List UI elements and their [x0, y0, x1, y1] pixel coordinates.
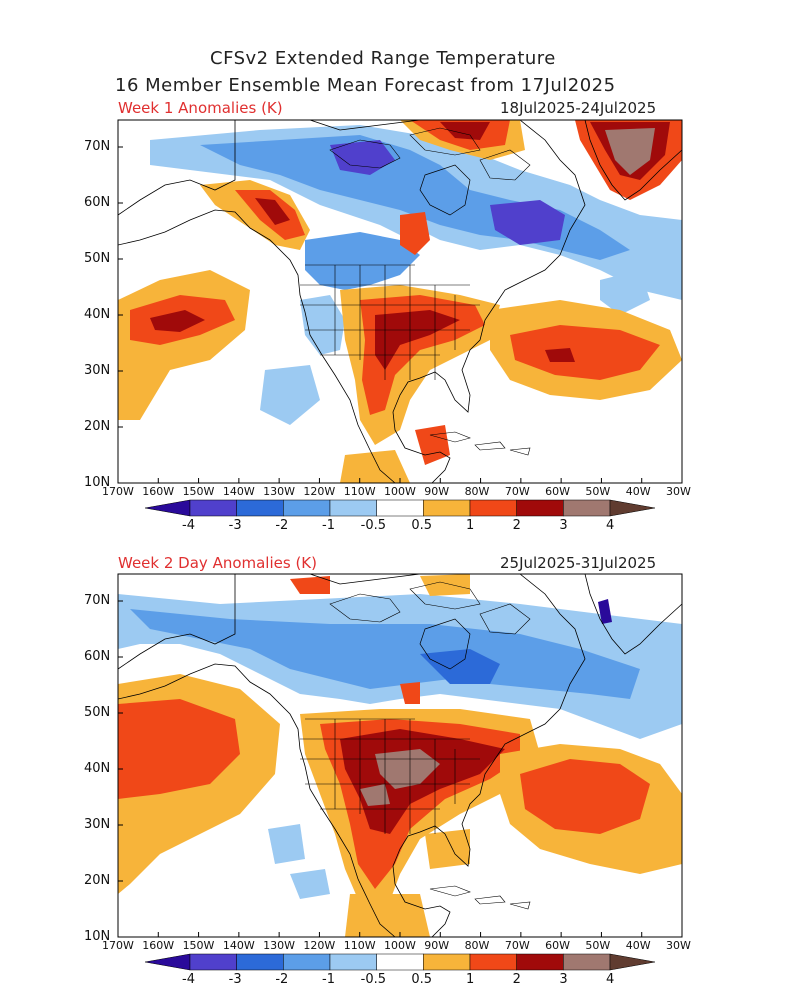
- lon-tick-label: 170W: [102, 485, 134, 498]
- colorbar-cell: [423, 953, 471, 971]
- lon-tick-label: 90W: [424, 485, 450, 498]
- colorbar-cell: [236, 953, 284, 971]
- lat-tick-label: 70N: [84, 139, 111, 154]
- colorbar-label: 0.5: [411, 518, 433, 533]
- colorbar-label: 4: [606, 518, 615, 533]
- lon-tick-label: 100W: [384, 485, 416, 498]
- panel2-dates: 25Jul2025-31Jul2025: [500, 554, 657, 572]
- lon-tick-label: 130W: [263, 939, 296, 952]
- lon-tick-label: 30W: [666, 939, 691, 952]
- lon-tick-label: 120W: [303, 485, 336, 498]
- lat-tick-label: 30N: [84, 817, 111, 832]
- colorbar-cell: [469, 953, 517, 971]
- lon-tick-label: 160W: [142, 485, 175, 498]
- lon-tick-label: 50W: [585, 939, 611, 952]
- lon-tick-label: 110W: [343, 485, 376, 498]
- lon-tick-label: 80W: [464, 939, 490, 952]
- colorbar-cell: [329, 953, 377, 971]
- lon-tick-label: 150W: [182, 939, 215, 952]
- lat-tick-label: 60N: [84, 649, 111, 664]
- lon-tick-label: 60W: [545, 939, 571, 952]
- colorbar-cell: [376, 499, 424, 517]
- colorbar-label: 1: [466, 518, 475, 533]
- colorbar-cell: [189, 953, 237, 971]
- lon-tick-label: 120W: [303, 939, 336, 952]
- colorbar-cell: [376, 953, 424, 971]
- panel1-label: Week 1 Anomalies (K): [118, 99, 283, 117]
- lon-tick-label: 150W: [182, 485, 215, 498]
- colorbar-1: [144, 499, 656, 517]
- lon-tick-label: 110W: [343, 939, 376, 952]
- lon-tick-label: 30W: [666, 485, 691, 498]
- colorbar-label: -2: [275, 518, 289, 533]
- panel2-label: Week 2 Day Anomalies (K): [118, 554, 317, 572]
- lat-tick-label: 20N: [84, 419, 111, 434]
- colorbar-label: 2: [512, 972, 521, 987]
- lon-tick-label: 60W: [545, 485, 571, 498]
- lon-tick-label: 170W: [102, 939, 134, 952]
- chart-title-line1: CFSv2 Extended Range Temperature: [210, 48, 556, 69]
- lon-tick-label: 130W: [263, 485, 296, 498]
- colorbar-cell: [329, 499, 377, 517]
- lon-tick-label: 160W: [142, 939, 175, 952]
- lon-tick-label: 80W: [464, 485, 490, 498]
- colorbar-cell: [283, 953, 331, 971]
- colorbar-label: -4: [182, 972, 195, 987]
- panel2-map: [118, 574, 682, 937]
- lat-tick-label: 30N: [84, 363, 111, 378]
- lat-tick-label: 50N: [84, 251, 111, 266]
- colorbar-label: -3: [228, 972, 242, 987]
- lon-tick-label: 140W: [222, 485, 255, 498]
- lon-tick-label: 100W: [384, 939, 416, 952]
- colorbar-cell: [144, 953, 191, 971]
- colorbar-label: -0.5: [360, 518, 387, 533]
- colorbar-cell: [609, 953, 656, 971]
- lat-tick-label: 40N: [84, 307, 111, 322]
- colorbar-cell: [516, 953, 564, 971]
- colorbar-cell: [469, 499, 517, 517]
- lon-tick-label: 50W: [585, 485, 611, 498]
- lat-tick-label: 20N: [84, 873, 111, 888]
- lon-tick-label: 140W: [222, 939, 255, 952]
- lon-tick-label: 40W: [625, 485, 651, 498]
- colorbar-label: 0.5: [411, 972, 433, 987]
- lon-tick-label: 40W: [625, 939, 651, 952]
- lon-tick-label: 90W: [424, 939, 450, 952]
- axis-ticks: [117, 146, 683, 938]
- colorbar-cell: [516, 499, 564, 517]
- colorbar-cell: [563, 499, 611, 517]
- panel1-dates: 18Jul2025-24Jul2025: [500, 99, 657, 117]
- colorbar-cell: [189, 499, 237, 517]
- colorbar-cell: [423, 499, 471, 517]
- lat-tick-label: 60N: [84, 195, 111, 210]
- lat-tick-label: 10N: [84, 475, 111, 490]
- colorbar-cell: [563, 953, 611, 971]
- colorbar-cell: [283, 499, 331, 517]
- lat-tick-label: 50N: [84, 705, 111, 720]
- colorbar-label: 3: [559, 972, 568, 987]
- colorbar-label: -3: [228, 518, 242, 533]
- lat-tick-label: 10N: [84, 929, 111, 944]
- colorbar-2: [144, 953, 656, 971]
- colorbar-cell: [236, 499, 284, 517]
- lat-tick-label: 40N: [84, 761, 111, 776]
- lon-tick-label: 70W: [504, 939, 530, 952]
- panel1-map: [118, 120, 682, 483]
- colorbar-label: -1: [322, 518, 335, 533]
- colorbar-label: 2: [512, 518, 521, 533]
- lon-tick-label: 70W: [504, 485, 530, 498]
- colorbar-label: 3: [559, 518, 568, 533]
- colorbar-label: 1: [466, 972, 475, 987]
- lat-tick-label: 70N: [84, 593, 111, 608]
- colorbar-label: -0.5: [360, 972, 387, 987]
- colorbar-label: -2: [275, 972, 289, 987]
- colorbar-label: -1: [322, 972, 335, 987]
- colorbar-cell: [144, 499, 191, 517]
- colorbar-label: 4: [606, 972, 615, 987]
- colorbar-label: -4: [182, 518, 195, 533]
- chart-title-line2: 16 Member Ensemble Mean Forecast from 17…: [115, 75, 616, 96]
- colorbar-cell: [609, 499, 656, 517]
